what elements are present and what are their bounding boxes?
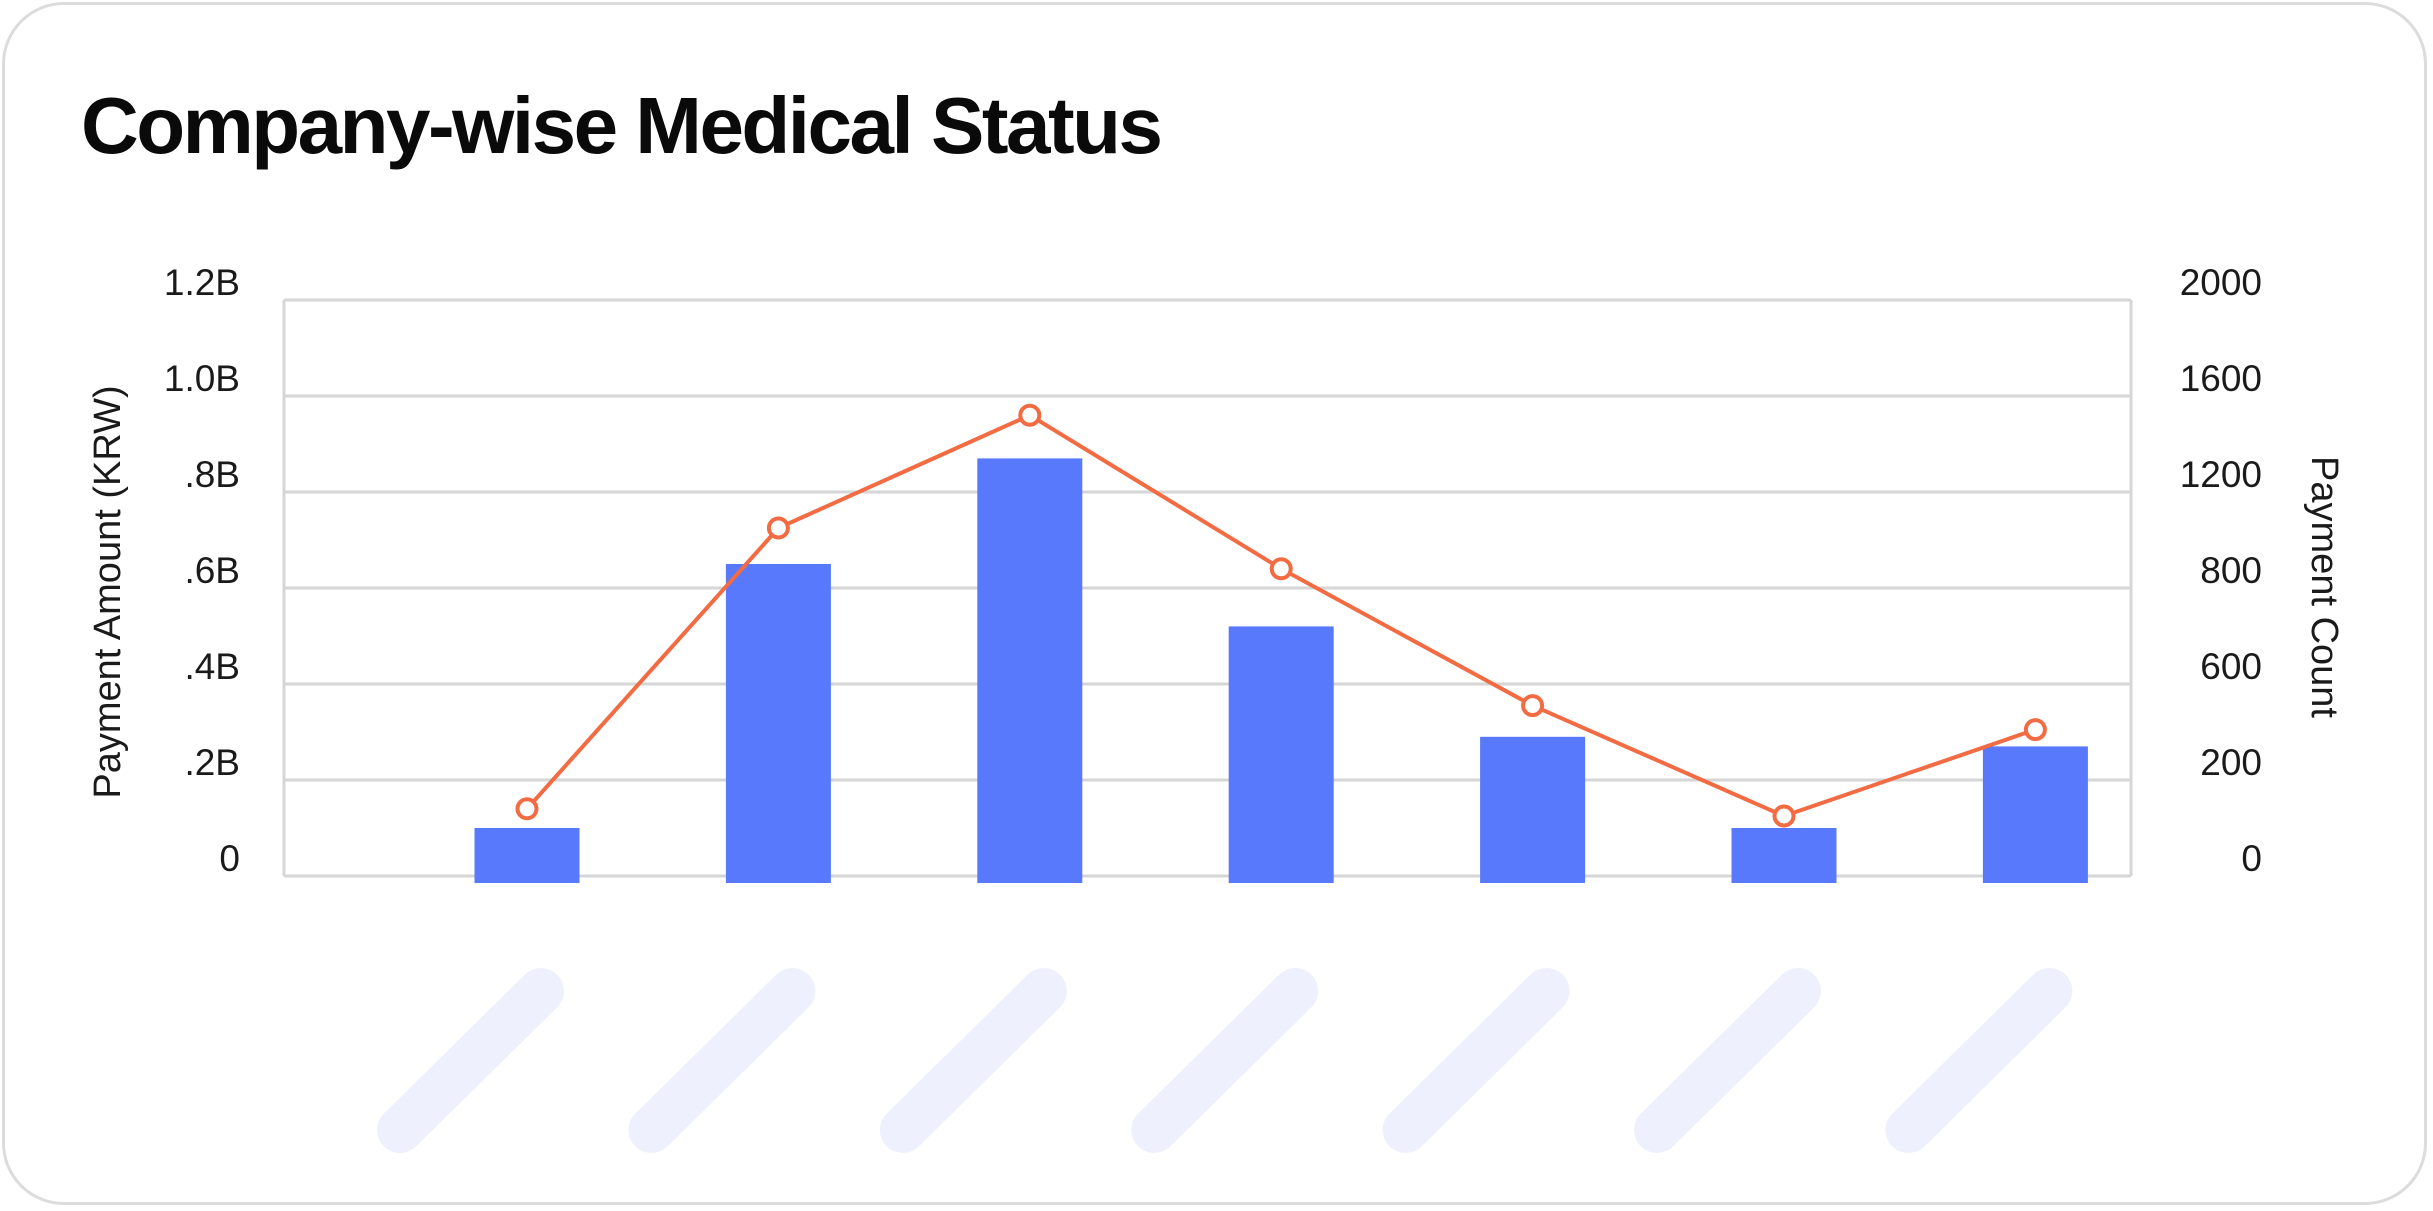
line-point	[515, 797, 539, 821]
category-label-placeholder	[1131, 968, 1319, 1153]
line-point	[2023, 718, 2047, 742]
bar	[474, 828, 580, 883]
bar	[1480, 736, 1586, 883]
bar	[1731, 828, 1837, 883]
left-tick-label: 1.0B	[164, 358, 240, 399]
right-axis-ticks: 0 200 600 800 1200 1600 2000	[2180, 262, 2262, 879]
category-label-placeholder	[1885, 968, 2073, 1153]
line-series	[515, 403, 2047, 828]
right-tick-label: 600	[2200, 646, 2262, 687]
line-point	[1269, 557, 1293, 581]
left-axis-ticks: 0 .2B .4B .6B .8B 1.0B 1.2B	[164, 262, 240, 879]
category-label-placeholder	[879, 968, 1067, 1153]
bar	[1228, 626, 1334, 883]
left-tick-label: .4B	[184, 646, 240, 687]
bar	[977, 458, 1083, 883]
bar	[725, 564, 831, 883]
category-label-placeholder	[628, 968, 816, 1153]
left-tick-label: .2B	[184, 742, 240, 783]
line-point	[766, 516, 790, 540]
category-label-placeholder	[1382, 968, 1570, 1153]
chart-title: Company-wise Medical Status	[81, 81, 1163, 170]
left-tick-label: 1.2B	[164, 262, 240, 303]
right-tick-label: 1200	[2180, 454, 2262, 495]
category-label-placeholder	[377, 968, 564, 1153]
line-point	[1521, 694, 1545, 718]
category-label-placeholder	[1634, 968, 1821, 1153]
bar-series	[474, 458, 2088, 883]
right-tick-label: 2000	[2180, 262, 2262, 303]
line-point	[1772, 804, 1796, 828]
right-tick-label: 200	[2200, 742, 2262, 783]
line-point	[1018, 403, 1042, 427]
right-tick-label: 800	[2200, 550, 2262, 591]
right-tick-label: 0	[2241, 838, 2262, 879]
left-tick-label: .6B	[184, 550, 240, 591]
left-tick-label: .8B	[184, 454, 240, 495]
right-tick-label: 1600	[2180, 358, 2262, 399]
left-axis-title: Payment Amount (KRW)	[87, 385, 129, 798]
right-axis-title: Payment Count	[2303, 456, 2345, 718]
category-label-placeholders	[377, 968, 2073, 1153]
left-tick-label: 0	[219, 838, 240, 879]
bar	[1982, 746, 2088, 883]
grid-lines	[284, 298, 2131, 782]
